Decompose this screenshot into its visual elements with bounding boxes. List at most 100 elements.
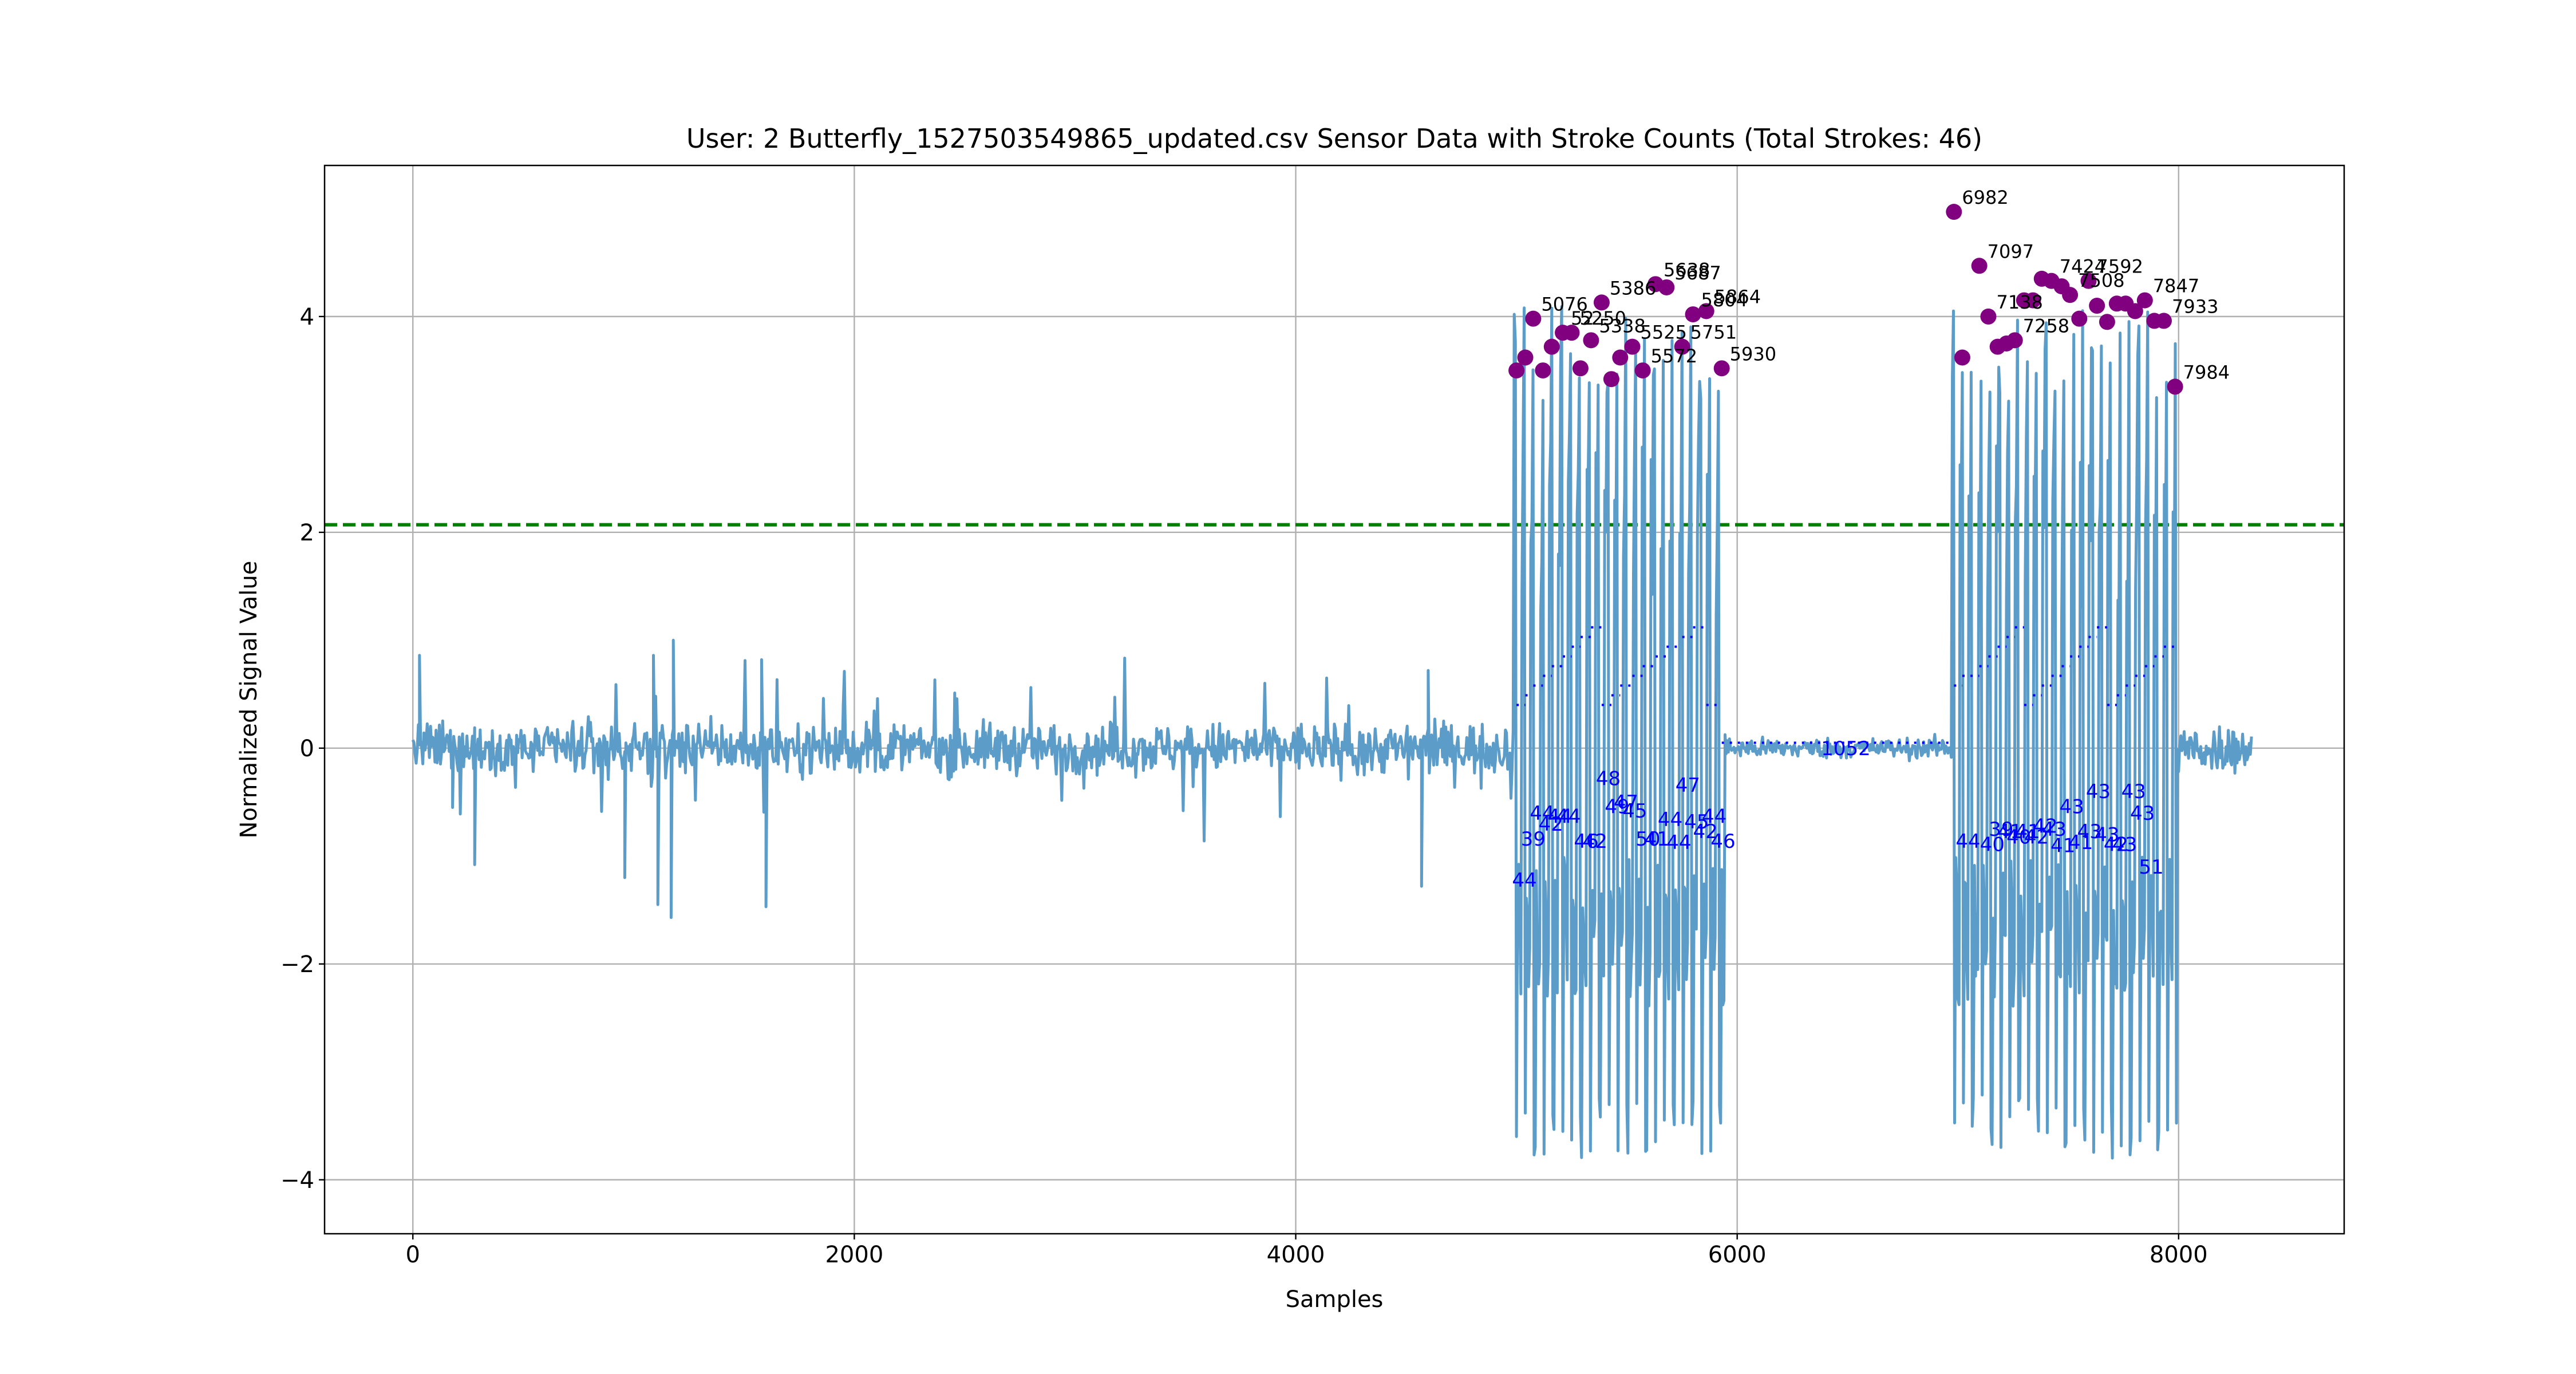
peak-label: 7508	[2078, 270, 2124, 291]
peak-label: 5572	[1651, 345, 1697, 367]
stroke-count-label: 43	[2130, 802, 2155, 825]
peak-label: 7933	[2172, 295, 2218, 317]
peak-marker	[1980, 308, 1997, 325]
peak-marker	[1563, 325, 1580, 341]
y-tick-label: −4	[280, 1167, 314, 1194]
peak-marker	[2127, 303, 2143, 319]
peak-label: 5638	[1664, 259, 1710, 281]
peak-label: 5386	[1610, 277, 1656, 299]
peak-marker	[1508, 362, 1525, 379]
peak-marker	[1634, 362, 1651, 379]
stroke-count-label: 47	[1614, 791, 1638, 814]
peak-label: 5687	[1674, 262, 1721, 284]
stroke-count-labels: 4439444244444642484947455041444447454244…	[1512, 737, 2163, 892]
stroke-count-label: 40	[2006, 826, 2031, 848]
x-tick-label: 6000	[1708, 1242, 1767, 1268]
peak-markers	[1508, 204, 2183, 395]
y-tick-label: −2	[280, 951, 314, 978]
peak-marker	[2167, 378, 2183, 395]
x-tick-label: 8000	[2150, 1242, 2208, 1268]
peak-marker	[1685, 306, 1701, 323]
stroke-count-label: 39	[1989, 818, 2013, 841]
stroke-interval-markers	[1516, 626, 2175, 744]
stroke-count-label: 43	[2112, 834, 2137, 856]
signal-line	[411, 305, 2253, 1160]
stroke-count-label: 43	[2042, 818, 2067, 841]
stroke-count-label: 44	[1547, 806, 1572, 828]
peak-marker	[1698, 303, 1714, 319]
x-tick-label: 2000	[825, 1242, 883, 1268]
y-axis-ticks: −4 −2 0 2 4	[280, 304, 325, 1194]
peak-marker	[1954, 349, 1970, 366]
peak-label: 6982	[1962, 187, 2008, 208]
stroke-count-label: 44	[1702, 806, 1726, 828]
peak-marker	[2025, 292, 2041, 309]
signal-series	[411, 305, 2253, 1160]
peak-marker	[1517, 349, 1534, 366]
x-tick-label: 4000	[1267, 1242, 1325, 1268]
peak-marker	[2099, 314, 2115, 330]
stroke-count-label: 43	[2060, 796, 2084, 819]
x-axis-ticks: 0 2000 4000 6000 8000	[406, 1234, 2208, 1268]
stroke-count-label: 41	[2015, 820, 2040, 843]
stroke-count-label: 50	[1635, 828, 1660, 851]
y-tick-label: 0	[300, 736, 314, 762]
chart-title: User: 2 Butterfly_1527503549865_updated.…	[686, 123, 1982, 154]
stroke-count-label: 41	[2068, 831, 2093, 854]
stroke-count-label: 43	[2077, 820, 2101, 843]
peak-marker	[1543, 338, 1560, 355]
peak-label: 7847	[2153, 275, 2199, 297]
peak-label: 7138	[1996, 291, 2042, 313]
stroke-count-label: 45	[1622, 800, 1647, 823]
peak-label: 5930	[1730, 343, 1776, 365]
stroke-count-label: 48	[1596, 768, 1621, 791]
stroke-count-label: 39	[1521, 828, 1546, 851]
stroke-count-label: 44	[1666, 831, 1691, 854]
peak-label: 5076	[1541, 294, 1587, 315]
stroke-count-label: 43	[2086, 780, 2111, 803]
peak-marker	[2062, 287, 2079, 303]
stroke-count-label: 43	[2095, 824, 2119, 847]
peak-marker	[1583, 332, 1599, 349]
stroke-count-label: 42	[1539, 813, 1563, 836]
stroke-count-label: 41	[2050, 834, 2075, 857]
x-tick-label: 0	[406, 1242, 420, 1268]
stroke-count-label: 42	[2024, 826, 2049, 848]
stroke-count-label: 51	[2139, 856, 2163, 879]
peak-marker	[1971, 258, 1988, 274]
peak-marker	[2155, 313, 2172, 329]
stroke-count-label: 44	[1955, 830, 1980, 853]
stroke-count-label: 49	[1605, 796, 1629, 819]
peak-marker	[2080, 273, 2097, 289]
peak-label: 7424	[2060, 256, 2106, 278]
stroke-count-label: 42	[2033, 815, 2057, 838]
stroke-count-label: 40	[1980, 834, 2005, 856]
stroke-count-label: 42	[1583, 830, 1607, 853]
stroke-count-label: 41	[1998, 820, 2022, 843]
peak-marker	[1946, 204, 1962, 220]
peak-marker	[1674, 338, 1690, 355]
peak-label: 5751	[1690, 322, 1737, 344]
peak-marker	[2006, 332, 2023, 349]
peak-label: 5864	[1714, 286, 1761, 307]
peak-marker	[1525, 310, 1542, 327]
stroke-count-label: 41	[1645, 828, 1669, 851]
peak-marker	[1572, 360, 1589, 377]
peak-label: 7097	[1988, 240, 2034, 262]
stroke-count-label: 42	[1693, 820, 1718, 843]
stroke-count-label: 45	[1684, 811, 1709, 834]
peak-marker	[1624, 338, 1641, 355]
peak-label: 7592	[2097, 256, 2143, 278]
peak-marker	[1593, 294, 1610, 311]
stroke-count-label: 42	[2104, 834, 2128, 856]
stroke-count-label: 44	[1658, 808, 1682, 831]
y-axis-label: Normalized Signal Value	[236, 561, 262, 839]
peak-marker	[1612, 349, 1629, 366]
y-tick-label: 4	[300, 304, 314, 330]
stroke-count-label: 46	[1710, 830, 1735, 853]
peak-label: 5804	[1701, 289, 1748, 311]
stroke-count-label: 46	[1574, 830, 1598, 853]
